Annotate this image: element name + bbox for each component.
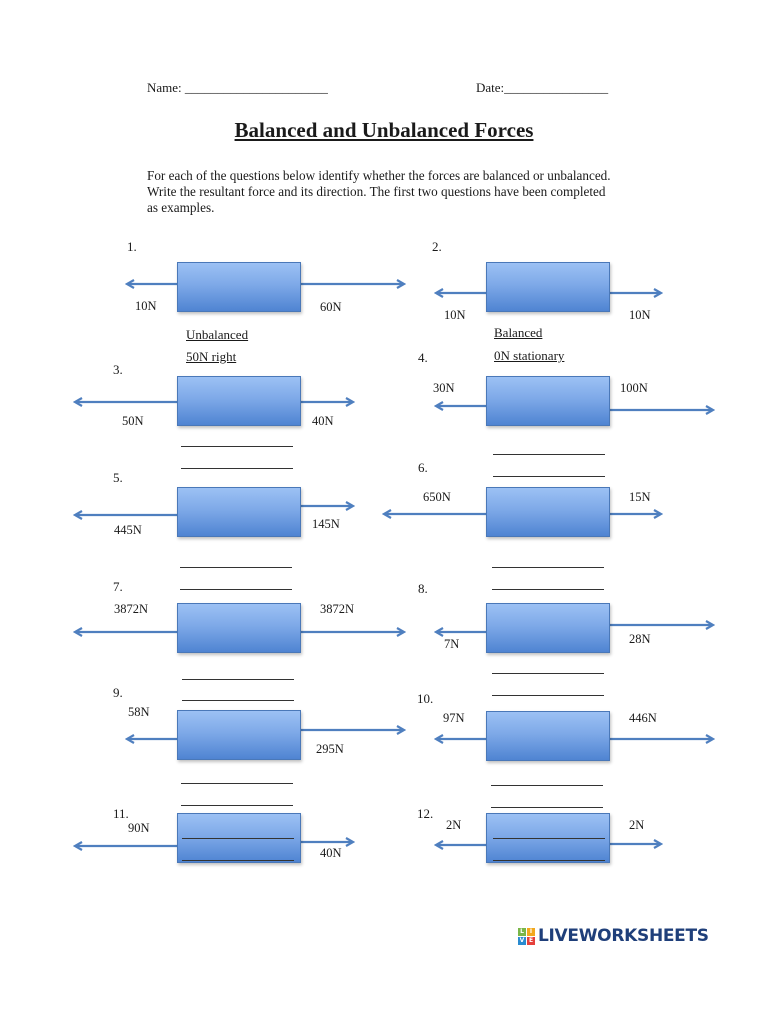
date-field[interactable]: Date:________________ <box>476 80 609 95</box>
answer-blank-result[interactable] <box>491 807 603 808</box>
question-number: 8. <box>418 581 428 596</box>
answer-blank-type[interactable] <box>493 454 605 455</box>
right-force-label: 10N <box>629 308 651 322</box>
left-force-label: 90N <box>128 821 150 835</box>
right-force-label: 2N <box>629 818 645 832</box>
answer-blank-type[interactable] <box>182 679 294 680</box>
answer-result: 50N right <box>186 349 237 364</box>
question-number: 5. <box>113 470 123 485</box>
answer-blank-type[interactable] <box>491 785 603 786</box>
left-force-label: 10N <box>444 308 466 322</box>
question-number: 7. <box>113 579 123 594</box>
right-force-label: 295N <box>316 742 344 756</box>
answer-blank-result[interactable] <box>493 476 605 477</box>
answer-blank-result[interactable] <box>181 805 293 806</box>
question-number: 6. <box>418 460 428 475</box>
question-number: 2. <box>432 239 442 254</box>
answer-result: 0N stationary <box>494 348 565 363</box>
right-force-label: 28N <box>629 632 651 646</box>
object-box <box>486 711 610 761</box>
object-box <box>177 487 301 537</box>
object-box <box>486 487 610 537</box>
answer-blank-result[interactable] <box>492 695 604 696</box>
right-force-label: 40N <box>320 846 342 860</box>
instructions: For each of the questions below identify… <box>147 168 611 215</box>
right-force-label: 15N <box>629 490 651 504</box>
left-force-label: 50N <box>122 414 144 428</box>
question-number: 11. <box>113 806 129 821</box>
object-box <box>177 710 301 760</box>
object-box <box>177 376 301 426</box>
logo-icon: L I V E <box>518 927 535 945</box>
left-force-label: 97N <box>443 711 465 725</box>
liveworksheets-logo: L I V E LIVEWORKSHEETS <box>518 926 709 946</box>
answer-blank-type[interactable] <box>492 567 604 568</box>
question-number: 4. <box>418 350 428 365</box>
object-box <box>486 603 610 653</box>
object-box <box>177 603 301 653</box>
left-force-label: 30N <box>433 381 455 395</box>
answer-blank-type[interactable] <box>181 783 293 784</box>
left-force-label: 7N <box>444 637 460 651</box>
left-force-label: 2N <box>446 818 462 832</box>
object-box <box>486 262 610 312</box>
name-field[interactable]: Name: ______________________ <box>147 80 328 95</box>
answer-blank-type[interactable] <box>493 838 605 839</box>
right-force-label: 446N <box>629 711 657 725</box>
question-number: 9. <box>113 685 123 700</box>
answer-blank-result[interactable] <box>493 860 605 861</box>
question-number: 1. <box>127 239 137 254</box>
answer-type: Balanced <box>494 325 543 340</box>
question-number: 10. <box>417 691 434 706</box>
left-force-label: 58N <box>128 705 150 719</box>
worksheet-title: Balanced and Unbalanced Forces <box>234 118 534 142</box>
right-force-label: 60N <box>320 300 342 314</box>
object-box <box>177 262 301 312</box>
answer-blank-result[interactable] <box>492 589 604 590</box>
answer-blank-result[interactable] <box>180 589 292 590</box>
right-force-label: 40N <box>312 414 334 428</box>
right-force-label: 100N <box>620 381 648 395</box>
question-number: 3. <box>113 362 123 377</box>
left-force-label: 445N <box>114 523 142 537</box>
right-force-label: 145N <box>312 517 340 531</box>
left-force-label: 3872N <box>114 602 149 616</box>
answer-blank-result[interactable] <box>182 860 294 861</box>
right-force-label: 3872N <box>320 602 355 616</box>
answer-blank-type[interactable] <box>181 446 293 447</box>
left-force-label: 10N <box>135 299 157 313</box>
answer-blank-result[interactable] <box>181 468 293 469</box>
object-box <box>486 376 610 426</box>
answer-type: Unbalanced <box>186 327 249 342</box>
left-force-label: 650N <box>423 490 451 504</box>
answer-blank-result[interactable] <box>182 700 294 701</box>
answer-blank-type[interactable] <box>182 838 294 839</box>
question-number: 12. <box>417 806 434 821</box>
answer-blank-type[interactable] <box>180 567 292 568</box>
logo-text: LIVEWORKSHEETS <box>538 926 709 946</box>
answer-blank-type[interactable] <box>492 673 604 674</box>
